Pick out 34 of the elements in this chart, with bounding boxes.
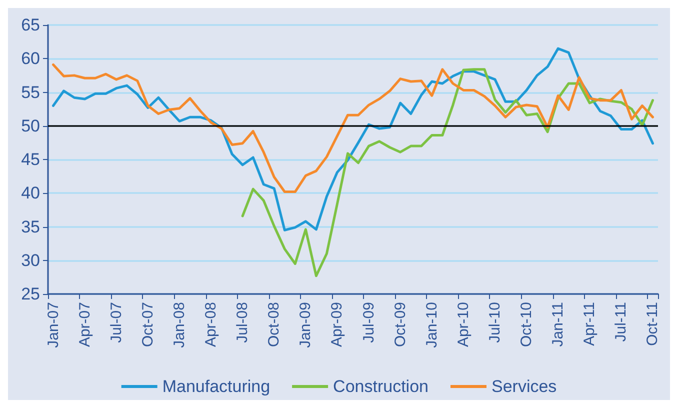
y-tick-label: 25 [21,284,40,304]
legend-label: Construction [333,377,428,396]
legend-label: Manufacturing [162,377,270,396]
x-tick-label: Jan-08 [170,302,188,348]
x-tick-label: Jul-11 [612,302,630,342]
y-tick-label: 60 [21,49,40,68]
x-tick-label: Jul-07 [108,302,125,343]
x-tick-label: Apr-07 [76,302,94,348]
x-tick-label: Oct-10 [518,302,536,348]
x-tick-label: Oct-09 [392,302,409,348]
x-tick-label: Jan-09 [297,302,314,348]
x-tick-label: Oct-07 [139,302,156,348]
x-tick-label: Apr-09 [328,302,346,348]
y-tick-label: 30 [21,250,40,270]
y-tick-label: 55 [21,82,40,102]
line-series [52,63,654,194]
x-tick-label: Jul-08 [234,302,252,343]
y-tick-label: 50 [21,116,40,136]
x-tick-label: Jan-07 [44,302,62,348]
x-tick-label: Jul-10 [486,302,504,343]
x-tick-label: Apr-08 [202,302,220,348]
legend-label: Services [491,377,557,396]
x-tick-label: Oct-11 [644,302,662,346]
y-tick-label: 65 [21,16,40,34]
y-tick-label: 35 [21,217,40,236]
x-tick-label: Jul-09 [360,302,378,343]
x-tick-label: Oct-08 [266,302,283,348]
x-tick-label: Jan-10 [423,302,440,348]
x-tick-label: Apr-10 [454,302,472,348]
y-tick-label: 45 [21,150,40,169]
y-tick-label: 40 [21,184,40,203]
x-tick-label: Apr-11 [581,302,598,346]
line-series [241,68,654,278]
x-tick-label: Jan-11 [550,302,567,347]
